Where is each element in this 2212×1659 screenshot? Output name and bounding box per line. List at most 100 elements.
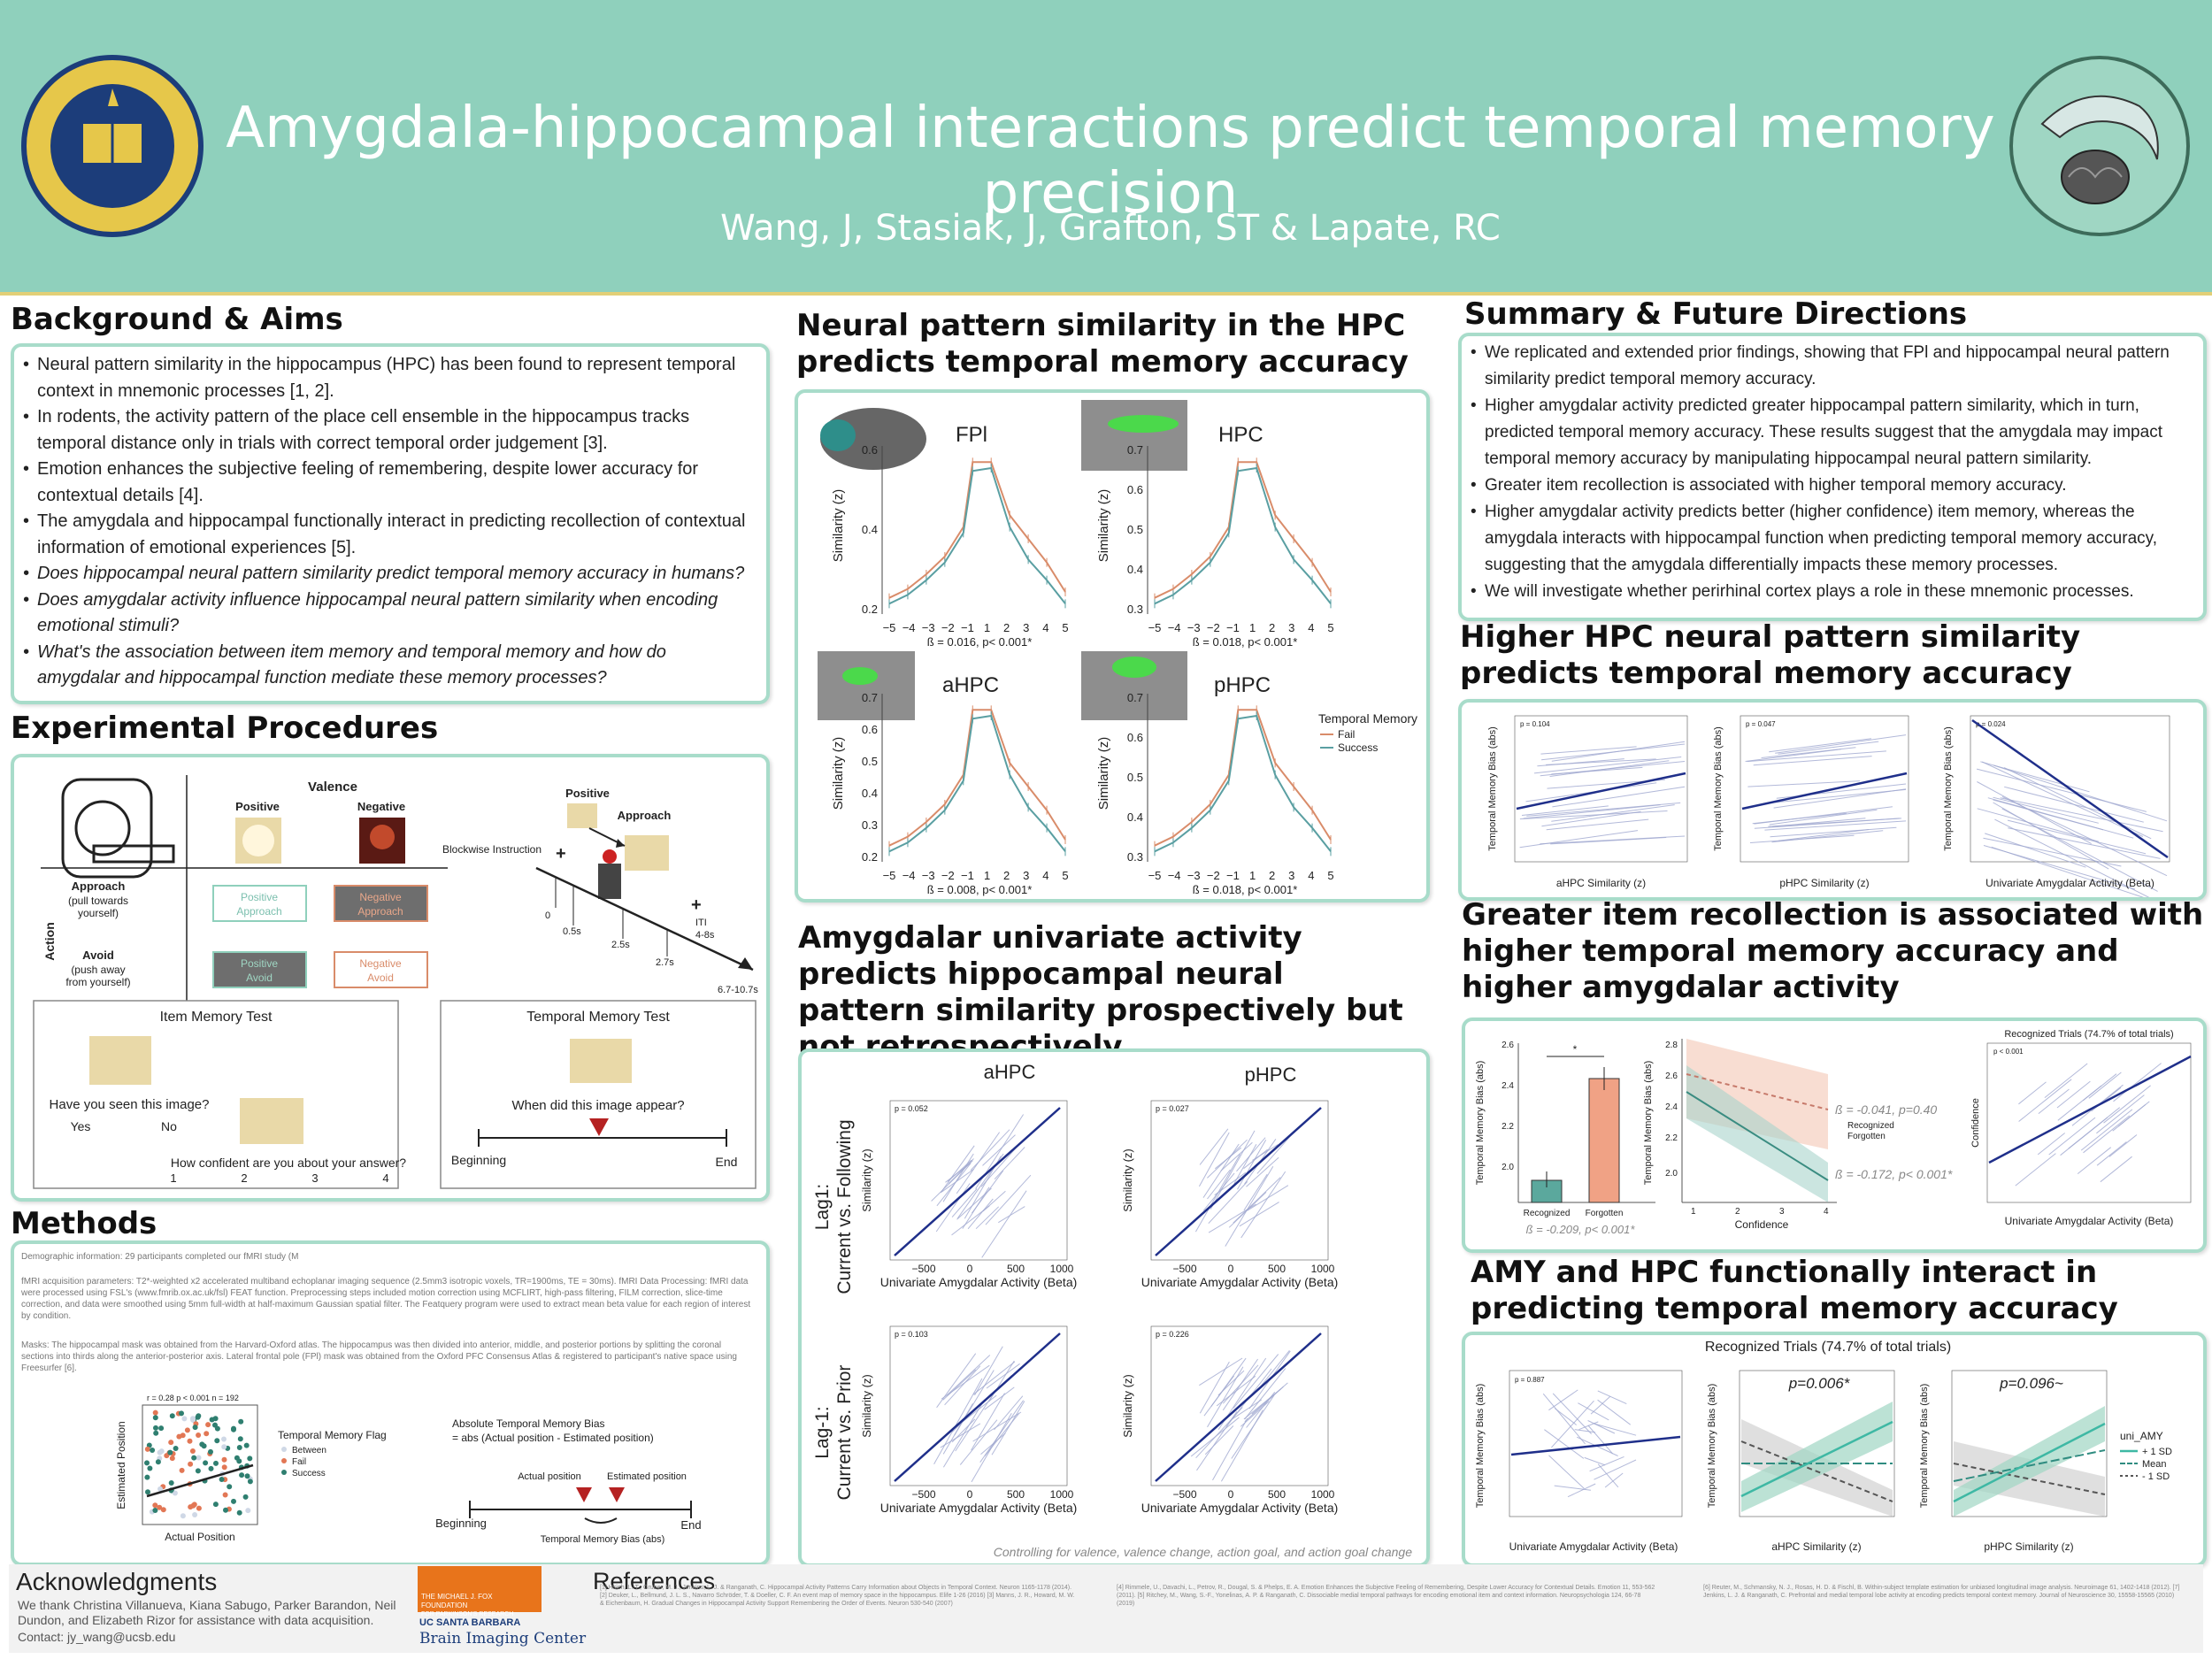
svg-text:ITI: ITI [695, 918, 707, 928]
subject-line [991, 1401, 1025, 1455]
x-tick: 500 [1007, 1488, 1025, 1501]
subject-line [972, 1411, 1022, 1442]
svg-text:Temporal Memory Flag: Temporal Memory Flag [278, 1429, 387, 1441]
y-axis-label: Temporal Memory Bias (abs) [1487, 726, 1498, 851]
item-memory-panel [33, 1000, 399, 1189]
confidence-scatter-chart: Recognized Trials (74.7% of total trials… [1970, 1029, 2192, 1227]
x-tick: 0 [1228, 1263, 1234, 1275]
svg-text:End: End [716, 1155, 738, 1169]
subject-line [2008, 827, 2161, 859]
subject-line [942, 1403, 973, 1455]
success-series [1154, 466, 1332, 605]
subject-line [979, 1400, 1025, 1463]
contact-email[interactable]: Contact: jy_wang@ucsb.edu [18, 1630, 176, 1644]
item-recollection-title: Greater item recollection is associated … [1462, 897, 2204, 1005]
subject-line [1987, 797, 2134, 839]
x-tick: 3 [1023, 621, 1029, 634]
methods-masks: Masks: The hippocampal mask was obtained… [21, 1340, 737, 1373]
scatter-point [160, 1507, 166, 1513]
svg-text:pHPC Similarity (z): pHPC Similarity (z) [1984, 1540, 2073, 1553]
subject-line [1236, 1137, 1266, 1172]
svg-text:Positive: Positive [565, 787, 610, 800]
x-tick: −500 [911, 1488, 935, 1501]
brain-ahpc-image [818, 651, 915, 720]
svg-text:Temporal Memory Bias (abs): Temporal Memory Bias (abs) [1475, 1061, 1486, 1186]
svg-text:Negative: Negative [359, 957, 402, 970]
background-bullet: In rodents, the activity pattern of the … [23, 404, 753, 457]
subject-line [1597, 1463, 1619, 1488]
subject-line [981, 1190, 1027, 1258]
subject-line [941, 1168, 974, 1193]
svg-text:Lag1:: Lag1: [812, 1184, 833, 1231]
svg-text:End: End [680, 1518, 701, 1532]
bic-label: Brain Imaging Center [419, 1630, 587, 1647]
svg-text:Temporal Memory Bias (abs): Temporal Memory Bias (abs) [1707, 1384, 1717, 1509]
cell-positive-approach [212, 885, 307, 922]
svg-text:ß = -0.172, p< 0.001*: ß = -0.172, p< 0.001* [1835, 1167, 1953, 1181]
x-axis-label: Univariate Amygdalar Activity (Beta) [1141, 1275, 1339, 1289]
scatter-point [152, 1409, 158, 1416]
recollection-bar-chart: 2.6 2.4 2.2 2.0 * Recognized Forgotten T… [1475, 1041, 1655, 1236]
subject-line [982, 1134, 1016, 1166]
panel-stat: p = 0.047 [1746, 720, 1776, 728]
svg-text:2.6: 2.6 [1502, 1041, 1514, 1050]
x-tick: 0 [967, 1488, 973, 1501]
subject-line [1208, 1181, 1248, 1225]
y-axis-label: Similarity (z) [831, 489, 846, 563]
scatter-point [234, 1455, 240, 1461]
valence-label: Valence [308, 780, 357, 795]
subject-line [1199, 1128, 1229, 1165]
x-tick: 1000 [1050, 1488, 1074, 1501]
subject-line [1567, 1483, 1596, 1498]
svg-text:2: 2 [1735, 1207, 1740, 1217]
panel-stat: ß = 0.018, p< 0.001* [1193, 883, 1298, 896]
y-axis-label: Temporal Memory Bias (abs) [1943, 726, 1954, 851]
svg-text:Controlling for valence, valen: Controlling for valence, valence change,… [994, 1545, 1412, 1559]
svg-text:2.5s: 2.5s [611, 940, 630, 950]
subject-line [1225, 1165, 1274, 1247]
scatter-point [192, 1425, 198, 1431]
methods-scatter-points [144, 1409, 253, 1519]
subject-line [951, 1188, 978, 1217]
scatter-point [199, 1441, 205, 1448]
higher-hpc-box: p = 0.104 aHPC Similarity (z) Temporal Mem… [1458, 699, 2207, 901]
y-tick: 0.4 [1127, 563, 1143, 576]
subject-line [972, 1361, 1016, 1395]
higher-hpc-title: Higher HPC neural pattern similarity pre… [1460, 619, 2081, 691]
fail-series [888, 709, 1066, 847]
svg-text:Have you seen this image?: Have you seen this image? [50, 1097, 210, 1112]
methods-box: Demographic information: 29 participants… [11, 1240, 770, 1566]
svg-text:Fail: Fail [292, 1457, 306, 1467]
scatter-point [187, 1438, 193, 1444]
subject-line [1764, 820, 1907, 831]
scatter-point [192, 1512, 198, 1517]
scatter-point [196, 1505, 202, 1511]
subject-line [1985, 833, 2086, 868]
background-title: Background & Aims [11, 302, 343, 337]
subject-line [1519, 810, 1668, 820]
subject-line [1196, 1411, 1238, 1471]
x-tick: −3 [922, 621, 935, 634]
subject-line [974, 1346, 1003, 1396]
svg-text:p = 0.887: p = 0.887 [1515, 1376, 1545, 1384]
bar-forgotten [1588, 1078, 1620, 1203]
x-axis-label: pHPC Similarity (z) [1779, 877, 1869, 889]
interact-box: Recognized Trials (74.7% of total trials… [1462, 1332, 2207, 1567]
interact-panel-2: p=0.006* Temporal Memory Bias (abs) aHPC… [1707, 1370, 1895, 1553]
subject-line [1994, 818, 2150, 897]
svg-text:Confidence: Confidence [1970, 1098, 1981, 1148]
scatter-point [245, 1508, 251, 1514]
svg-text:Positive: Positive [241, 891, 278, 903]
svg-text:p=0.006*: p=0.006* [1788, 1375, 1851, 1392]
scatter-point [196, 1455, 202, 1461]
subject-line [1574, 1429, 1596, 1433]
svg-text:Temporal Memory Test: Temporal Memory Test [526, 1010, 670, 1025]
scatter-point [180, 1513, 186, 1519]
subject-line [1243, 1173, 1268, 1211]
x-tick: −500 [1172, 1263, 1196, 1275]
scatter-point [244, 1473, 250, 1479]
scatter-point [189, 1448, 196, 1454]
scatter-point [213, 1460, 219, 1466]
subject-line [1993, 796, 2099, 824]
poster-authors: Wang, J, Stasiak, J, Grafton, ST & Lapat… [720, 208, 1501, 249]
